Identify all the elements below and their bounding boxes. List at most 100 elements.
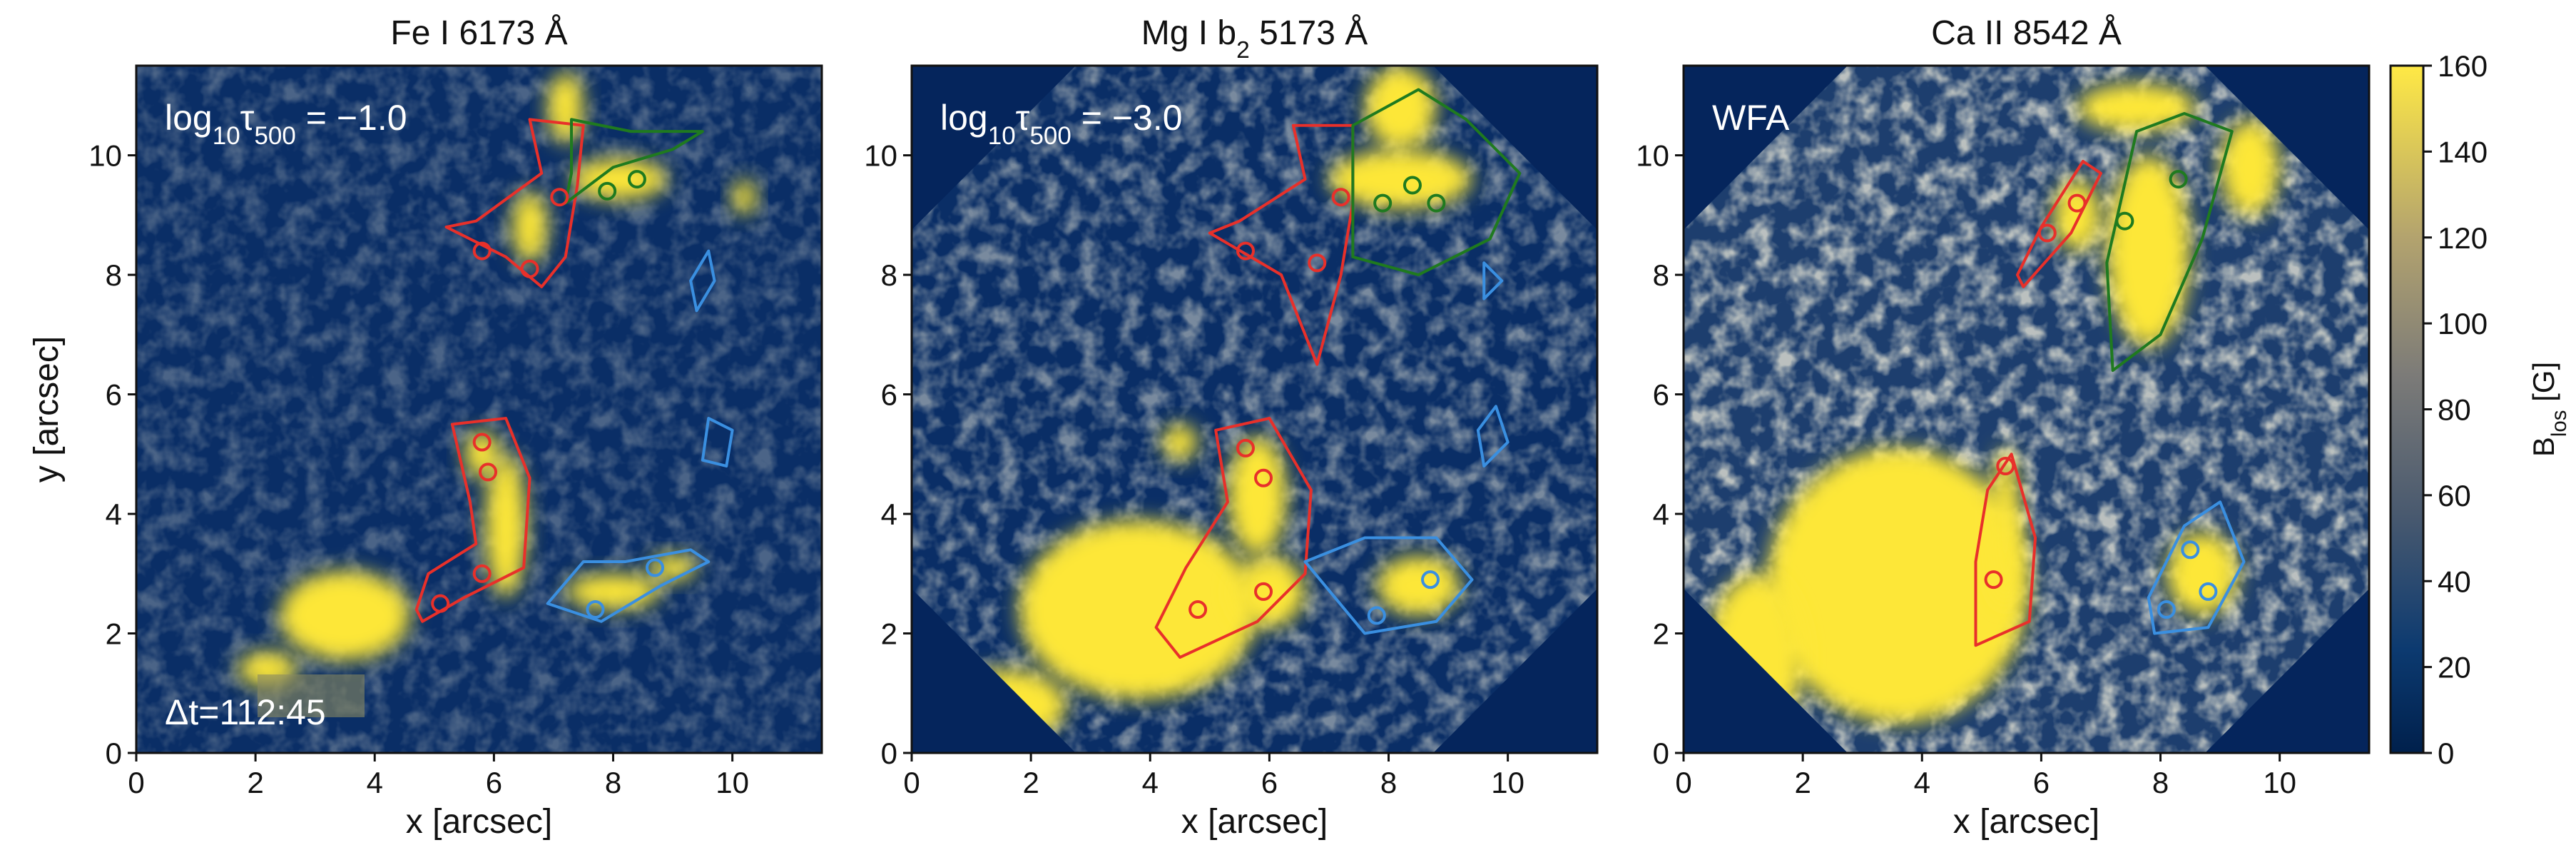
heatmap-image <box>912 66 1597 753</box>
x-tick-label: 10 <box>1491 766 1524 799</box>
panel-annotation-part: = −3.0 <box>1071 98 1183 138</box>
field-blob <box>1233 556 1305 627</box>
y-tick-label: 10 <box>1636 139 1669 173</box>
field-blob <box>511 191 547 263</box>
y-axis-label: y [arcsec] <box>28 336 66 482</box>
colorbar-tick-label: 140 <box>2438 135 2488 168</box>
x-tick-label: 4 <box>1914 766 1930 799</box>
panel-title: Fe I 6173 Å <box>390 14 567 52</box>
panel-annotation-part: τ <box>1016 98 1030 138</box>
panel-annotation-part: 10 <box>988 122 1016 150</box>
time-label: Δt=112:45 <box>165 692 326 732</box>
colorbar-tick-label: 120 <box>2438 221 2488 255</box>
field-blob <box>1019 520 1257 699</box>
y-tick-label: 6 <box>1653 378 1669 412</box>
field-blob <box>2077 84 2196 131</box>
panel-annotation-part: = −1.0 <box>296 98 407 138</box>
field-blob <box>2107 156 2190 347</box>
x-tick-label: 4 <box>367 766 383 799</box>
x-tick-label: 0 <box>903 766 920 799</box>
panel-title-part: 2 <box>1236 37 1250 64</box>
x-axis-label: x [arcsec] <box>1181 803 1328 841</box>
field-blob <box>1162 424 1198 460</box>
field-blob <box>733 179 756 215</box>
panel-title: Mg I b2 5173 Å <box>1141 14 1368 64</box>
panel-annotation-part: 500 <box>254 122 295 150</box>
field-noise <box>136 66 822 753</box>
x-tick-label: 6 <box>486 766 502 799</box>
y-tick-label: 0 <box>1653 737 1669 770</box>
field-blob <box>280 571 411 661</box>
colorbar-tick-label: 80 <box>2438 393 2471 427</box>
panel-title-part: Mg I b <box>1141 14 1236 52</box>
y-tick-label: 4 <box>1653 497 1669 531</box>
y-tick-label: 8 <box>881 258 897 292</box>
field-blob <box>2167 532 2238 615</box>
figure: 02468100246810x [arcsec]y [arcsec]Fe I 6… <box>0 0 2576 860</box>
y-tick-label: 6 <box>106 378 122 412</box>
field-blob <box>2220 119 2280 215</box>
x-tick-label: 10 <box>2263 766 2296 799</box>
y-tick-label: 2 <box>106 617 122 651</box>
y-tick-label: 2 <box>881 617 897 651</box>
colorbar-label-part: [G] <box>2527 362 2560 410</box>
x-tick-label: 10 <box>716 766 749 799</box>
x-tick-label: 8 <box>2152 766 2169 799</box>
panel-annotation-part: log <box>165 98 213 138</box>
colorbar-tick-label: 0 <box>2438 737 2454 770</box>
colorbar <box>2391 66 2423 753</box>
panel-annotation-part: τ <box>240 98 255 138</box>
panel-title: Ca II 8542 Å <box>1931 14 2122 52</box>
field <box>1684 66 2369 753</box>
x-tick-label: 2 <box>1022 766 1039 799</box>
colorbar-tick-label: 60 <box>2438 479 2471 512</box>
field-blob <box>649 555 697 581</box>
panel-annotation-part: WFA <box>1712 98 1790 138</box>
colorbar-label-part: los <box>2547 410 2571 437</box>
panel-annotation-part: 10 <box>213 122 240 150</box>
x-tick-label: 8 <box>1380 766 1397 799</box>
colorbar-tick-label: 20 <box>2438 651 2471 684</box>
panel-title-part: Fe I 6173 Å <box>390 14 567 52</box>
field-blob <box>566 574 661 609</box>
field-blob <box>1365 66 1436 149</box>
panel-annotation-part: 500 <box>1029 122 1071 150</box>
x-tick-label: 4 <box>1142 766 1159 799</box>
x-axis-label: x [arcsec] <box>406 803 552 841</box>
colorbar-tick-label: 160 <box>2438 49 2488 83</box>
y-tick-label: 8 <box>1653 258 1669 292</box>
y-tick-label: 4 <box>106 497 122 531</box>
heatmap-image <box>1684 66 2369 753</box>
x-tick-label: 0 <box>1675 766 1691 799</box>
field-blob <box>548 71 584 143</box>
x-tick-label: 2 <box>1794 766 1811 799</box>
x-axis-label: x [arcsec] <box>1953 803 2099 841</box>
field <box>136 66 822 753</box>
y-tick-label: 10 <box>864 139 897 173</box>
y-tick-label: 0 <box>881 737 897 770</box>
panel: 02468100246810x [arcsec]Ca II 8542 ÅWFA0… <box>1636 14 2570 841</box>
x-tick-label: 6 <box>1261 766 1278 799</box>
y-tick-label: 0 <box>106 737 122 770</box>
panel-annotation-part: log <box>940 98 988 138</box>
x-tick-label: 8 <box>605 766 621 799</box>
colorbar-tick-label: 100 <box>2438 307 2488 340</box>
panel-title-part: Ca II 8542 Å <box>1931 14 2122 52</box>
panel-title-part: 5173 Å <box>1250 14 1368 52</box>
colorbar-tick-label: 40 <box>2438 565 2471 598</box>
y-tick-label: 4 <box>881 497 897 531</box>
x-tick-label: 2 <box>247 766 263 799</box>
y-tick-label: 6 <box>881 378 897 412</box>
y-tick-label: 8 <box>106 258 122 292</box>
panel-annotation: WFA <box>1712 98 1790 138</box>
panel: 0 2 4 6 8 10 0 2 4 6 8 10 x [arcsec] y [arcsec] Fe I 6… <box>28 14 822 841</box>
x-tick-label: 6 <box>2033 766 2050 799</box>
colorbar-label: Blos [G] <box>2527 362 2571 457</box>
field-blob <box>1329 149 1472 209</box>
field-blob <box>1228 436 1288 555</box>
colorbar-label-part: B <box>2527 437 2560 457</box>
y-tick-label: 10 <box>88 139 122 173</box>
x-tick-label: 0 <box>128 766 144 799</box>
y-tick-label: 2 <box>1653 617 1669 651</box>
